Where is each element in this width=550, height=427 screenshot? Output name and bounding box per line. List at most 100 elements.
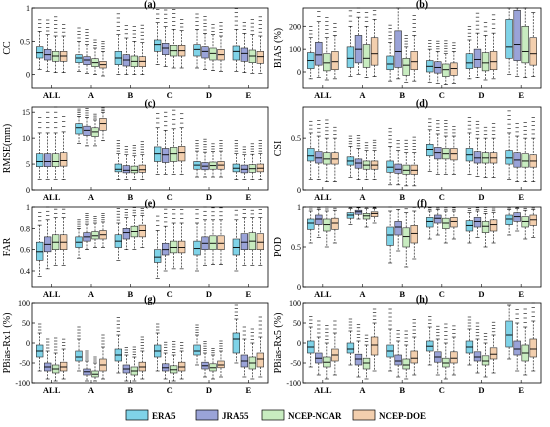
box-jra55-all bbox=[315, 320, 323, 376]
iqr-box bbox=[442, 63, 450, 77]
iqr-box bbox=[75, 54, 83, 63]
box-ncep-doe-all bbox=[60, 208, 68, 266]
box-era5-c bbox=[154, 215, 162, 279]
iqr-box bbox=[162, 43, 170, 55]
box-era5-c bbox=[154, 323, 162, 372]
y-tick-label: 50 bbox=[293, 319, 301, 328]
iqr-box bbox=[240, 233, 248, 250]
iqr-box bbox=[426, 144, 434, 157]
panel-d: (d) CSI 0 0.5 ALL A B C D E bbox=[273, 99, 542, 202]
box-ncep-ncar-e bbox=[521, 308, 529, 376]
y-tick-label: 5 bbox=[26, 160, 30, 169]
iqr-box bbox=[473, 48, 482, 68]
iqr-box bbox=[473, 151, 482, 164]
iqr-box bbox=[60, 152, 68, 167]
box-ncep-doe-d bbox=[489, 14, 498, 80]
iqr-box bbox=[83, 125, 91, 136]
y-tick-label: 100 bbox=[289, 45, 301, 54]
iqr-box bbox=[217, 235, 225, 250]
box-ncep-ncar-a bbox=[91, 39, 99, 75]
box-ncep-ncar-c bbox=[170, 341, 178, 382]
iqr-box bbox=[426, 217, 434, 228]
iqr-box bbox=[481, 355, 490, 366]
box-ncep-doe-c bbox=[178, 209, 186, 270]
iqr-box bbox=[394, 221, 402, 236]
box-ncep-ncar-b bbox=[130, 26, 138, 75]
box-jra55-d bbox=[473, 120, 482, 177]
box-ncep-ncar-d bbox=[481, 333, 490, 378]
iqr-box bbox=[402, 227, 410, 248]
y-tick-label: 0.4 bbox=[20, 267, 30, 276]
iqr-box bbox=[193, 344, 201, 356]
box-ncep-doe-all bbox=[331, 23, 339, 80]
x-tick-label: D bbox=[478, 385, 484, 395]
box-era5-b bbox=[114, 317, 122, 374]
box-era5-a bbox=[346, 135, 355, 178]
iqr-box bbox=[122, 165, 130, 174]
box-ncep-ncar-b bbox=[130, 346, 138, 382]
box-ncep-ncar-a bbox=[91, 356, 99, 382]
y-tick-label: 0.6 bbox=[20, 246, 30, 255]
box-ncep-doe-b bbox=[410, 15, 418, 82]
box-ncep-ncar-e bbox=[248, 19, 256, 74]
iqr-box bbox=[489, 219, 498, 232]
box-jra55-c bbox=[434, 120, 442, 175]
x-tick-label: C bbox=[439, 385, 445, 395]
iqr-box bbox=[410, 164, 418, 175]
y-tick-label: 0 bbox=[297, 186, 301, 195]
y-axis-label: FAR bbox=[2, 237, 13, 256]
iqr-box bbox=[354, 158, 363, 169]
box-ncep-ncar-b bbox=[130, 145, 138, 180]
box-jra55-b bbox=[394, 7, 402, 80]
box-ncep-doe-all bbox=[60, 116, 68, 180]
box-ncep-ncar-d bbox=[209, 348, 217, 380]
y-tick-label: 0 bbox=[26, 186, 30, 195]
box-jra55-b bbox=[122, 347, 130, 382]
box-era5-e bbox=[505, 207, 513, 236]
x-tick-label: ALL bbox=[43, 192, 61, 202]
x-tick-label: E bbox=[518, 385, 524, 395]
box-ncep-doe-b bbox=[138, 24, 146, 75]
x-tick-label: B bbox=[399, 289, 405, 299]
box-ncep-doe-b bbox=[138, 208, 146, 248]
panel-title: (g) bbox=[144, 295, 156, 306]
box-jra55-b bbox=[122, 146, 130, 180]
x-tick-label: ALL bbox=[314, 385, 332, 395]
box-era5-all bbox=[307, 316, 315, 368]
y-axis-label: RMSE(mm) bbox=[2, 124, 13, 173]
box-ncep-doe-e bbox=[529, 207, 537, 238]
iqr-box bbox=[505, 214, 513, 225]
y-axis-label: PBias-Rx5 (%) bbox=[273, 313, 284, 374]
y-axis-label: PBias-Rx1 (%) bbox=[2, 313, 13, 374]
iqr-box bbox=[193, 240, 201, 256]
box-ncep-doe-c bbox=[450, 126, 458, 175]
box-era5-d bbox=[465, 208, 474, 244]
x-tick-label: A bbox=[359, 385, 366, 395]
x-tick-label: D bbox=[478, 90, 484, 100]
iqr-box bbox=[114, 163, 122, 173]
y-tick-label: 1 bbox=[26, 203, 30, 212]
iqr-box bbox=[370, 37, 379, 66]
box-ncep-doe-a bbox=[99, 41, 107, 77]
x-tick-label: A bbox=[359, 289, 366, 299]
iqr-box bbox=[354, 353, 363, 366]
iqr-box bbox=[154, 39, 162, 52]
box-jra55-b bbox=[394, 140, 402, 186]
box-jra55-all bbox=[315, 120, 323, 180]
iqr-box bbox=[138, 164, 146, 173]
iqr-box bbox=[402, 164, 410, 175]
x-tick-label: E bbox=[245, 192, 251, 202]
box-ncep-ncar-all bbox=[323, 206, 331, 248]
panel-a: (a) CC 0 0.5 1 ALL A B C D E bbox=[2, 0, 269, 100]
box-ncep-ncar-c bbox=[170, 209, 178, 270]
iqr-box bbox=[315, 41, 323, 66]
iqr-box bbox=[44, 153, 52, 167]
x-tick-label: C bbox=[167, 385, 173, 395]
y-tick-label: 100 bbox=[18, 299, 30, 308]
box-jra55-c bbox=[162, 111, 170, 175]
box-era5-c bbox=[426, 118, 434, 172]
box-era5-d bbox=[193, 209, 201, 272]
legend-label: JRA55 bbox=[222, 411, 249, 421]
box-jra55-all bbox=[44, 338, 52, 380]
